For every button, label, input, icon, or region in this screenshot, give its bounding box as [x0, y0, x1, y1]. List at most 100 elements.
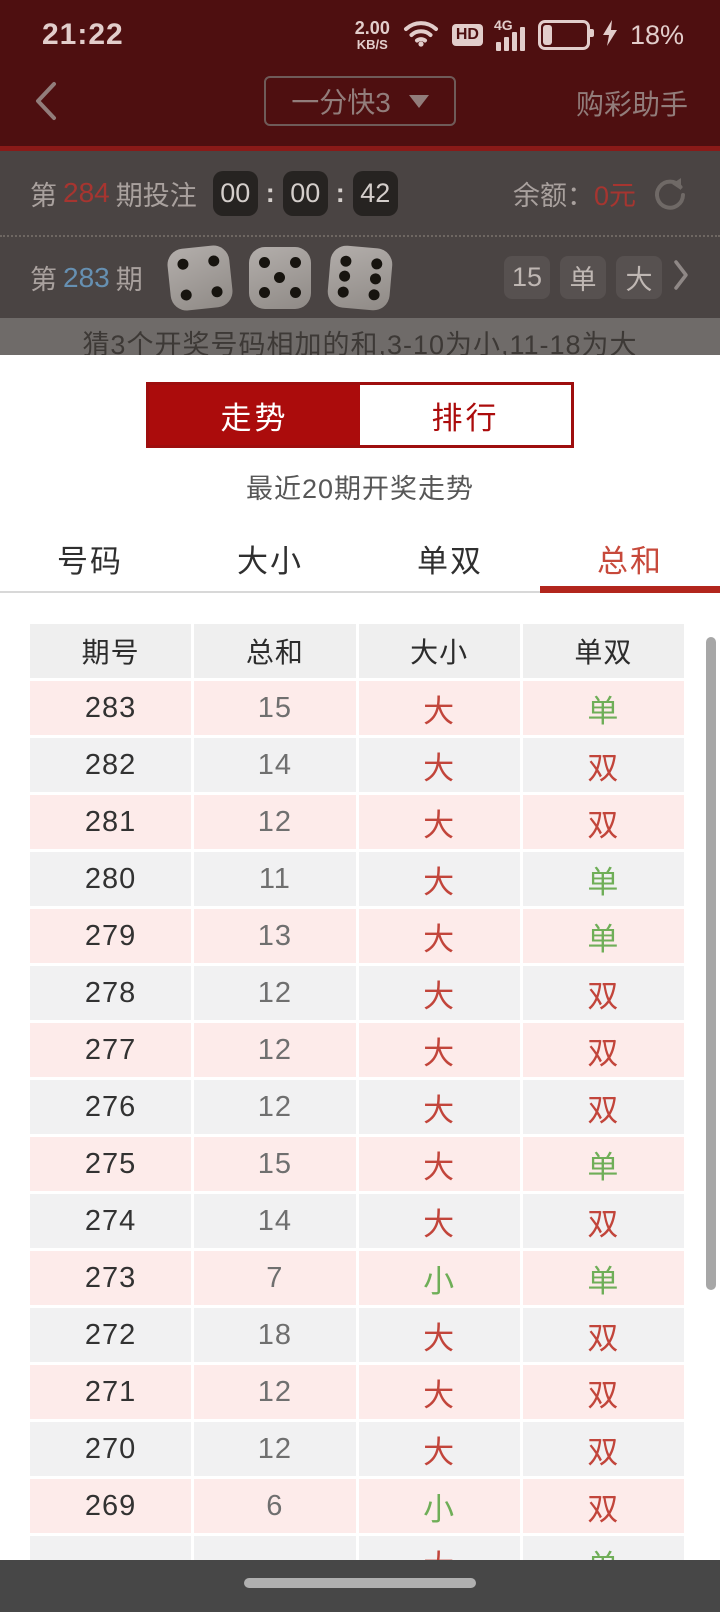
- clock-text: 21:22: [42, 18, 124, 51]
- status-icons: 2.00 KB/S HD 4G 18%: [355, 17, 684, 52]
- size-cell: 小: [358, 1479, 520, 1533]
- size-cell: 大: [358, 909, 520, 963]
- trend-panel: 走势 排行 最近20期开奖走势 号码 大小 单双 总和 期号 总和 大小 单双 283 1…: [0, 382, 720, 1590]
- table-header-cell: 大小: [358, 624, 520, 678]
- balance-label: 余额：: [512, 180, 594, 211]
- period-cell: 270: [30, 1422, 192, 1476]
- table-header-cell: 总和: [194, 624, 356, 678]
- parity-cell: 双: [522, 1365, 684, 1419]
- die-pip: [274, 271, 286, 283]
- sum-cell: 12: [194, 1365, 356, 1419]
- parity-cell: 单: [522, 852, 684, 906]
- dice-group: [165, 243, 394, 312]
- parity-cell: 双: [522, 966, 684, 1020]
- sum-cell: 14: [194, 1194, 356, 1248]
- die-pip: [210, 285, 223, 298]
- countdown-seconds: 42: [352, 170, 398, 216]
- cell-signal-icon: 4G: [493, 17, 525, 51]
- hd-voice-icon: HD: [451, 24, 483, 46]
- size-cell: 大: [358, 1194, 520, 1248]
- parity-cell: 双: [522, 1023, 684, 1077]
- die-pip: [338, 270, 351, 283]
- assistant-link[interactable]: 购彩助手: [575, 89, 688, 120]
- parity-cell: 双: [522, 1422, 684, 1476]
- die-pip: [370, 257, 383, 270]
- bet-period-prefix: 第: [30, 180, 57, 211]
- balance-area: 余额： 0元: [513, 173, 690, 213]
- parity-cell: 单: [522, 681, 684, 735]
- system-nav-bar: [0, 1560, 720, 1612]
- tab-size[interactable]: 大小: [237, 543, 303, 579]
- header-accent-divider: [0, 146, 720, 151]
- size-cell: 大: [358, 852, 520, 906]
- network-type-label: 4G: [493, 17, 513, 33]
- tab-parity[interactable]: 单双: [417, 543, 483, 579]
- sum-cell: 15: [194, 681, 356, 735]
- die-pip: [367, 288, 380, 301]
- die-pip: [339, 254, 352, 267]
- network-speed-indicator: 2.00 KB/S: [355, 19, 390, 51]
- size-cell: 大: [358, 1422, 520, 1476]
- period-cell: 283: [30, 681, 192, 735]
- countdown-minutes: 00: [282, 170, 328, 216]
- period-cell: 279: [30, 909, 192, 963]
- parity-badge: 单: [560, 256, 606, 299]
- size-cell: 大: [358, 1080, 520, 1134]
- die-pip: [207, 254, 220, 267]
- battery-percent-text: 18%: [629, 19, 684, 50]
- bet-period-suffix: 期投注: [115, 180, 197, 211]
- sum-cell: 13: [194, 909, 356, 963]
- app-header: 一分快3 购彩助手: [0, 60, 720, 146]
- battery-icon: [537, 20, 594, 50]
- size-cell: 大: [358, 1365, 520, 1419]
- draw-result-badges: 15 单 大: [504, 256, 690, 299]
- period-cell: 281: [30, 795, 192, 849]
- sum-cell: 15: [194, 1137, 356, 1191]
- table-header-cell: 期号: [30, 624, 192, 678]
- parity-cell: 双: [522, 1194, 684, 1248]
- back-button[interactable]: [32, 79, 58, 128]
- tab-trend[interactable]: 走势: [149, 385, 360, 445]
- status-bar: 21:22 2.00 KB/S HD 4G: [0, 0, 720, 60]
- last-draw-row[interactable]: 第 283 期 15 单 大: [0, 237, 720, 318]
- size-badge: 大: [616, 256, 662, 299]
- balance-value: 0元: [593, 180, 636, 211]
- tab-number[interactable]: 号码: [57, 543, 123, 579]
- size-cell: 大: [358, 738, 520, 792]
- die-icon: [165, 243, 234, 312]
- draw-period-prefix: 第: [30, 265, 57, 295]
- parity-cell: 双: [522, 1479, 684, 1533]
- die-pip: [180, 288, 193, 301]
- sum-cell: 18: [194, 1308, 356, 1362]
- betting-period-row: 第 284 期投注 00 : 00 : 42 余额： 0元: [0, 151, 720, 237]
- network-speed-value: 2.00: [354, 18, 390, 38]
- tab-sum[interactable]: 总和: [540, 525, 720, 593]
- period-cell: 272: [30, 1308, 192, 1362]
- wifi-icon: [403, 19, 439, 52]
- period-cell: 269: [30, 1479, 192, 1533]
- die-icon: [326, 243, 394, 312]
- refresh-balance-button[interactable]: [650, 173, 690, 213]
- die-pip: [176, 257, 189, 270]
- game-hint-text: 猜3个开奖号码相加的和,3-10为小,11-18为大: [82, 330, 638, 355]
- chevron-right-icon[interactable]: [672, 259, 690, 296]
- home-indicator[interactable]: [244, 1578, 476, 1588]
- game-hint-row: 猜3个开奖号码相加的和,3-10为小,11-18为大: [0, 318, 720, 355]
- sum-cell: 11: [194, 852, 356, 906]
- tab-rank[interactable]: 排行: [360, 385, 571, 445]
- period-cell: 275: [30, 1137, 192, 1191]
- game-selector-dropdown[interactable]: 一分快3: [264, 76, 456, 126]
- die-pip: [289, 256, 301, 268]
- die-pip: [258, 256, 270, 268]
- sum-badge: 15: [504, 256, 550, 299]
- countdown-hours: 00: [212, 170, 258, 216]
- sum-cell: 12: [194, 795, 356, 849]
- parity-cell: 双: [522, 795, 684, 849]
- game-selector-label: 一分快3: [291, 87, 391, 118]
- chevron-down-icon: [408, 94, 429, 108]
- trend-table: 期号 总和 大小 单双 283 15 大单 282 14 大双 281 12 大双 280 11 大单 279 1…: [30, 624, 684, 1590]
- scrollbar-thumb[interactable]: [706, 637, 716, 1290]
- parity-cell: 单: [522, 1251, 684, 1305]
- sum-cell: 12: [194, 966, 356, 1020]
